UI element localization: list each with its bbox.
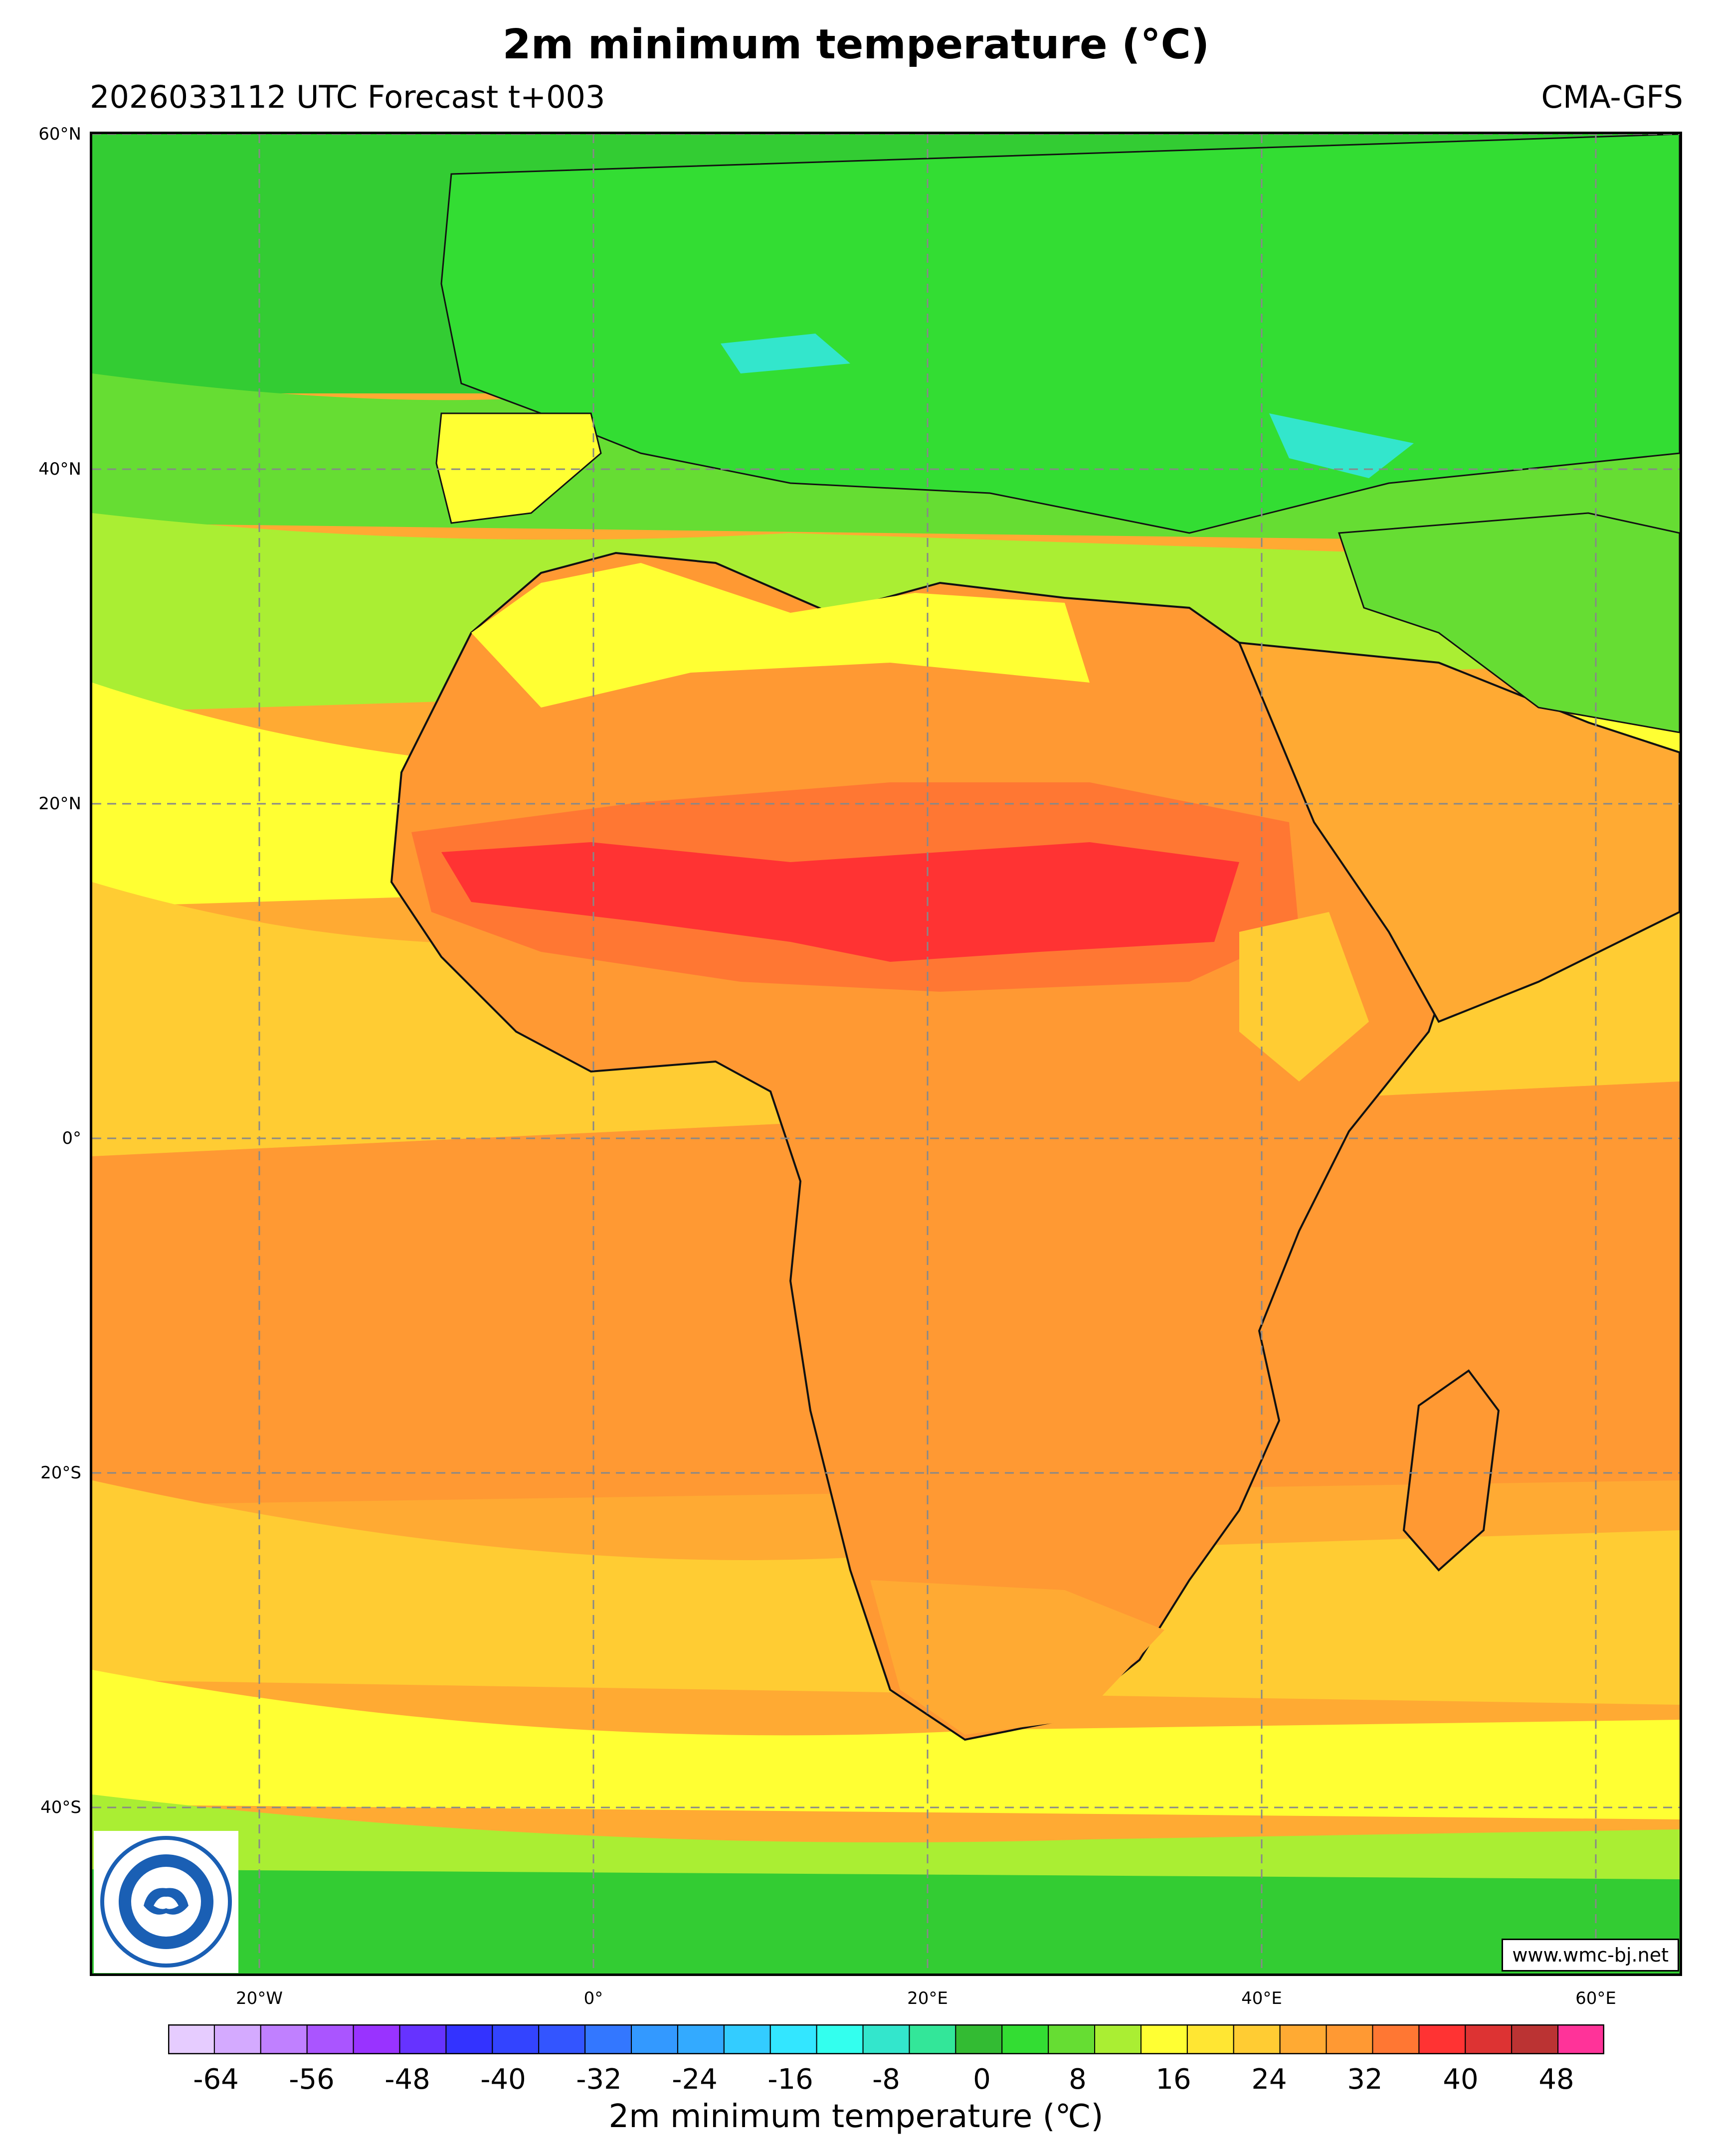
- iberia-land: [435, 412, 602, 524]
- colorbar-tick-label: 16: [1155, 2063, 1191, 2096]
- colorbar-title: 2m minimum temperature (℃): [608, 2098, 1104, 2135]
- colorbar-segment: [631, 2024, 678, 2054]
- colorbar-segment: [399, 2024, 447, 2054]
- colorbar-segment: [1326, 2024, 1373, 2054]
- subtropic-south-band: [92, 1670, 1680, 1819]
- caucasus-cold-patch: [1269, 413, 1414, 478]
- colorbar-tick-label: 0: [973, 2063, 991, 2096]
- colorbar-segment: [862, 2024, 910, 2054]
- lat-label-eq: 0°: [62, 1128, 81, 1148]
- colorbar-segment: [353, 2024, 400, 2054]
- colorbar-segment: [168, 2024, 215, 2054]
- colorbar-segment: [445, 2024, 493, 2054]
- website-watermark[interactable]: www.wmc-bj.net: [1502, 1939, 1679, 1972]
- lat-label-20s: 20°S: [40, 1463, 81, 1483]
- colorbar-segment: [1557, 2024, 1604, 2054]
- colorbar-segment: [909, 2024, 956, 2054]
- lat-label-40n: 40°N: [38, 459, 81, 479]
- colorbar-segment: [1418, 2024, 1466, 2054]
- alps-cold-patch: [721, 334, 850, 373]
- colorbar-tick-label: 8: [1069, 2063, 1087, 2096]
- model-name: CMA-GFS: [1541, 79, 1683, 115]
- colorbar-tick-label: 48: [1538, 2063, 1574, 2096]
- colorbar-tick-label: -64: [193, 2063, 239, 2096]
- lat-label-20n: 20°N: [38, 794, 81, 814]
- gridlines: [92, 134, 1680, 1974]
- colorbar-segment: [260, 2024, 308, 2054]
- colorbar-tick-label: 24: [1251, 2063, 1287, 2096]
- lon-label-40e: 40°E: [1241, 1988, 1282, 2008]
- colorbar-segment: [1279, 2024, 1327, 2054]
- arabian-peninsula: [1237, 641, 1680, 1023]
- colorbar-tick-label: 32: [1347, 2063, 1383, 2096]
- north-africa-mild-zone: [471, 563, 1090, 708]
- colorbar-segment: [1233, 2024, 1281, 2054]
- colorbar-tick-label: -24: [672, 2063, 718, 2096]
- lon-label-20e: 20°E: [907, 1988, 948, 2008]
- extreme-heat-zone: [441, 842, 1239, 962]
- colorbar-tick-label: -56: [289, 2063, 335, 2096]
- chart-title: 2m minimum temperature (°C): [502, 21, 1210, 68]
- colorbar-segment: [1140, 2024, 1188, 2054]
- map-canvas: [92, 134, 1680, 1974]
- ethiopian-highlands: [1239, 912, 1369, 1081]
- forecast-run-label: 2026033112 UTC Forecast t+003: [90, 79, 605, 115]
- temperature-map: [90, 132, 1682, 1976]
- colorbar-segment: [769, 2024, 817, 2054]
- colorbar-segment: [1048, 2024, 1096, 2054]
- lon-label-0: 0°: [583, 1988, 603, 2008]
- colorbar-segment: [1094, 2024, 1141, 2054]
- cma-logo: [94, 1831, 238, 1973]
- colorbar-segment: [955, 2024, 1003, 2054]
- colorbar-segment: [677, 2024, 725, 2054]
- colorbar-tick-label: -40: [480, 2063, 526, 2096]
- madagascar: [1402, 1369, 1500, 1572]
- colorbar-tick-label: -16: [767, 2063, 813, 2096]
- colorbar-tick-label: -32: [576, 2063, 622, 2096]
- colorbar-segment: [1511, 2024, 1559, 2054]
- colorbar: [168, 2024, 1604, 2054]
- colorbar-segment: [306, 2024, 354, 2054]
- colorbar-border: [168, 2024, 1604, 2054]
- south-cold-band: [92, 1869, 1680, 1974]
- colorbar-segment: [492, 2024, 540, 2054]
- south-cool-band: [92, 1795, 1680, 1889]
- lon-label-60e: 60°E: [1575, 1988, 1616, 2008]
- colorbar-segment: [538, 2024, 586, 2054]
- colorbar-segment: [1186, 2024, 1234, 2054]
- colorbar-segment: [213, 2024, 261, 2054]
- lat-label-40s: 40°S: [40, 1797, 81, 1817]
- colorbar-segment: [1465, 2024, 1513, 2054]
- southern-africa-zone: [870, 1580, 1164, 1735]
- colorbar-tick-label: -48: [384, 2063, 430, 2096]
- colorbar-segment: [816, 2024, 864, 2054]
- colorbar-segment: [723, 2024, 771, 2054]
- europe-land: [440, 134, 1680, 534]
- colorbar-tick-label: -8: [872, 2063, 900, 2096]
- colorbar-segment: [584, 2024, 632, 2054]
- colorbar-segment: [1001, 2024, 1049, 2054]
- middle-east-land: [1337, 512, 1680, 733]
- cma-logo-icon: [100, 1836, 232, 1968]
- colorbar-segment: [1372, 2024, 1420, 2054]
- colorbar-tick-label: 40: [1443, 2063, 1479, 2096]
- lon-label-20w: 20°W: [236, 1988, 283, 2008]
- lat-label-60n: 60°N: [38, 124, 81, 144]
